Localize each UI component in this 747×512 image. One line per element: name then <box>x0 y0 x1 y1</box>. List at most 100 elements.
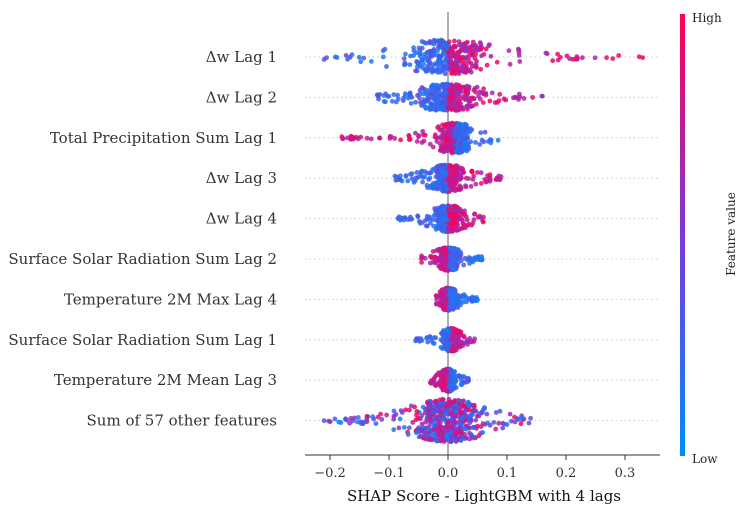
shap-point <box>419 140 425 145</box>
shap-point <box>416 45 422 51</box>
shap-point <box>480 430 486 435</box>
shap-point <box>455 91 460 97</box>
shap-point <box>428 106 433 112</box>
shap-point <box>506 48 512 54</box>
shap-point <box>441 430 447 436</box>
shap-point <box>424 223 430 229</box>
shap-point <box>452 95 458 100</box>
shap-point <box>592 55 598 61</box>
shap-point <box>431 432 437 438</box>
shap-point <box>451 121 457 127</box>
shap-point <box>424 170 430 176</box>
shap-point <box>449 223 454 229</box>
shap-point <box>437 397 443 403</box>
shap-point <box>461 262 467 268</box>
shap-point <box>433 259 438 265</box>
shap-point <box>358 421 364 426</box>
shap-point <box>530 95 535 100</box>
shap-point <box>428 400 434 405</box>
shap-point <box>448 95 454 100</box>
shap-point <box>550 58 556 64</box>
shap-point <box>343 416 348 422</box>
shap-point <box>496 420 502 426</box>
shap-point <box>459 147 465 153</box>
shap-point <box>451 86 457 92</box>
shap-point <box>448 304 453 310</box>
shap-point <box>422 40 427 45</box>
shap-point <box>493 410 499 415</box>
shap-point <box>419 168 425 174</box>
shap-point <box>423 419 429 425</box>
shap-point <box>543 50 549 56</box>
shap-point <box>427 436 432 442</box>
shap-point <box>457 401 462 407</box>
shap-point <box>454 435 460 440</box>
shap-point <box>460 218 465 223</box>
shap-point <box>451 134 457 140</box>
shap-point <box>421 97 427 102</box>
shap-point <box>453 102 459 108</box>
shap-point <box>446 383 452 389</box>
feature-label: Temperature 2M Mean Lag 3 <box>54 371 277 389</box>
shap-point <box>440 211 446 217</box>
shap-point <box>445 407 451 412</box>
shap-point <box>407 90 413 96</box>
shap-point <box>430 427 436 432</box>
shap-point <box>406 133 412 139</box>
shap-point <box>464 217 470 223</box>
shap-point <box>411 179 417 185</box>
shap-point <box>439 169 445 175</box>
shap-point <box>432 52 438 58</box>
shap-point <box>422 174 427 180</box>
shap-point <box>447 255 453 261</box>
shap-point <box>432 374 438 380</box>
shap-point <box>426 177 432 182</box>
shap-point <box>516 53 522 58</box>
shap-point <box>420 255 425 260</box>
shap-point <box>452 38 457 44</box>
shap-point <box>448 181 454 186</box>
shap-point <box>451 399 457 404</box>
shap-point <box>478 215 484 221</box>
shap-point <box>379 417 385 422</box>
shap-point <box>472 211 477 217</box>
shap-point <box>446 39 452 45</box>
shap-point <box>521 96 527 101</box>
shap-point <box>458 329 464 335</box>
shap-point <box>462 66 467 72</box>
shap-point <box>468 104 474 109</box>
shap-point <box>466 403 472 408</box>
colorbar: High Low Feature value <box>680 11 738 466</box>
shap-point <box>457 425 463 430</box>
shap-point <box>413 99 418 105</box>
shap-point <box>432 418 438 424</box>
shap-point <box>436 53 442 59</box>
shap-point <box>445 176 451 182</box>
shap-point <box>442 334 447 339</box>
shap-point <box>440 227 446 233</box>
shap-point <box>507 411 513 417</box>
shap-point <box>441 291 447 297</box>
shap-point <box>515 417 521 422</box>
shap-point <box>452 44 458 50</box>
shap-point <box>473 140 478 145</box>
shap-point <box>460 122 466 128</box>
shap-point <box>458 374 463 380</box>
shap-point <box>439 255 444 261</box>
shap-point <box>495 137 501 143</box>
shap-point <box>420 101 426 106</box>
shap-point <box>575 56 580 61</box>
shap-point <box>465 39 470 45</box>
shap-point <box>416 60 421 66</box>
x-tick-label: 0.0 <box>438 466 459 481</box>
colorbar-low-label: Low <box>692 452 718 466</box>
shap-point <box>437 60 443 66</box>
shap-point <box>474 413 480 419</box>
shap-point <box>441 186 446 192</box>
shap-point <box>481 86 486 92</box>
shap-point <box>406 137 412 143</box>
shap-point <box>484 62 490 68</box>
shap-point <box>448 348 454 353</box>
shap-point <box>467 128 473 134</box>
shap-point <box>451 259 456 264</box>
